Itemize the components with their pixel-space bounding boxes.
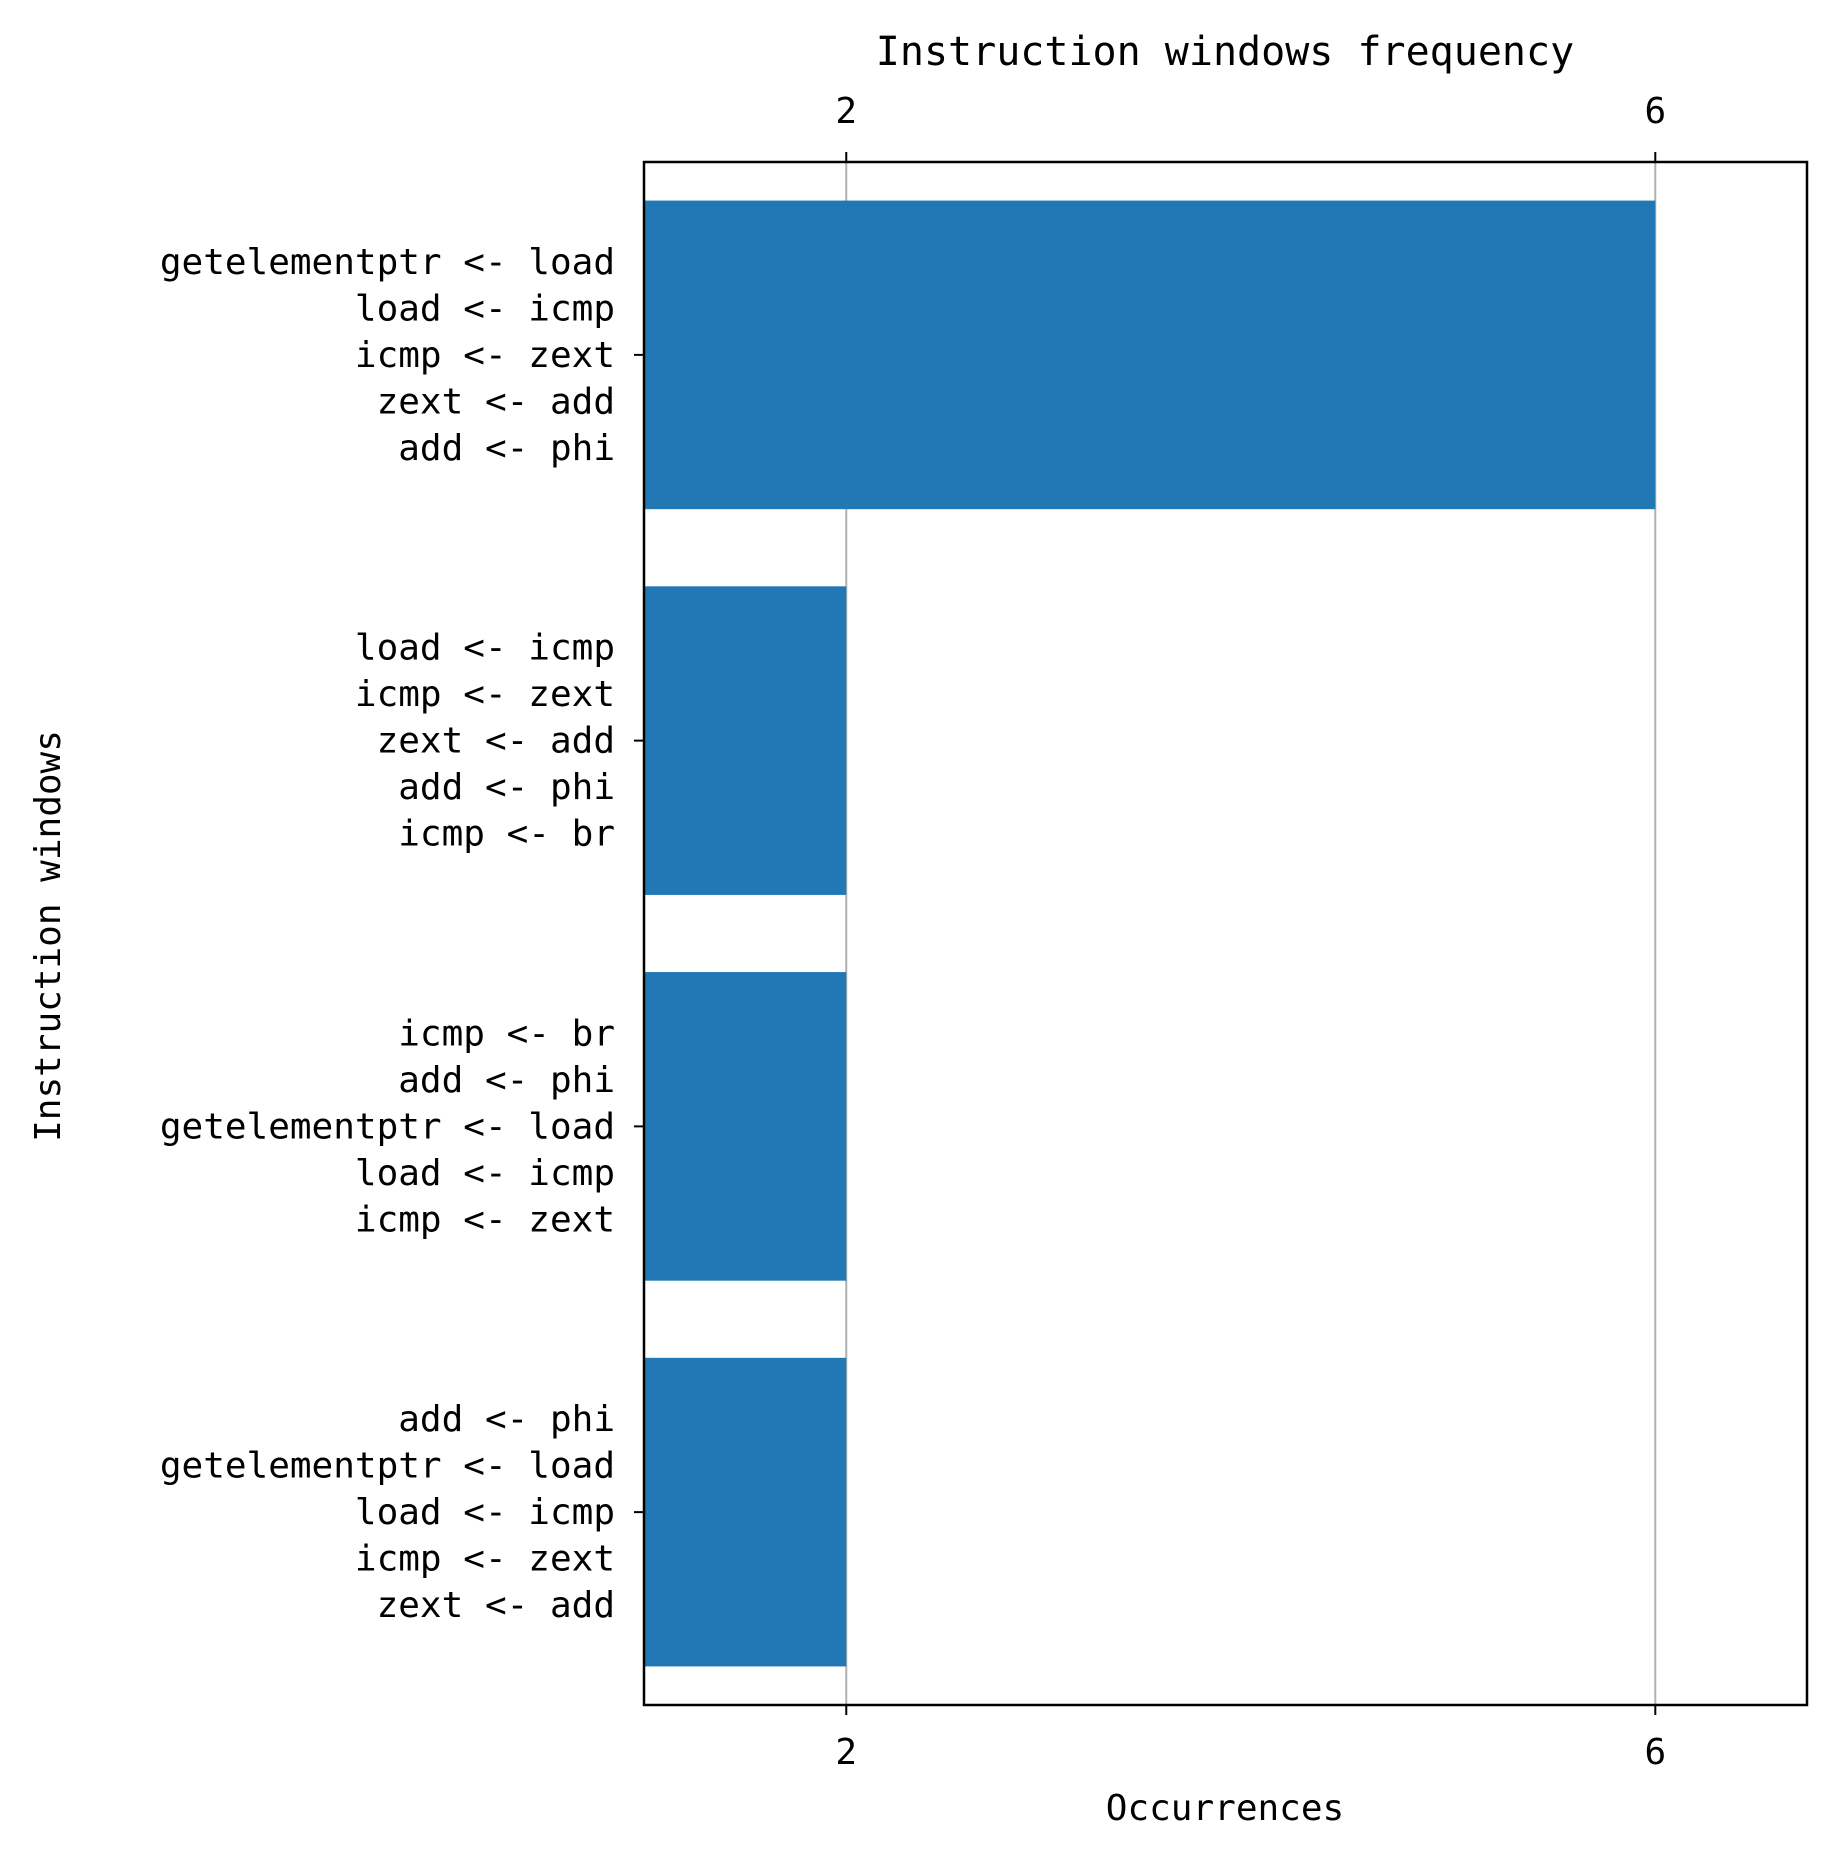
axis-ticks: 2 2 6 6 (634, 91, 1666, 1773)
bar (644, 200, 1656, 510)
x-tick-label-bottom: 2 (835, 1732, 857, 1773)
y-tick-labels: getelementptr <- load load <- icmp icmp <-… (160, 242, 615, 1626)
y-axis-label: Instruction windows (28, 730, 69, 1142)
plot-area-frame (642, 160, 1809, 1707)
bar (644, 586, 847, 895)
x-tick-label-top: 6 (1644, 91, 1666, 132)
y-tick-label: load <- icmp icmp <- zext zext <- add add <… (355, 628, 615, 855)
x-tick-label-top: 2 (835, 91, 857, 132)
chart-title: Instruction windows frequency (876, 29, 1574, 75)
y-tick-label: getelementptr <- load load <- icmp icmp <-… (160, 242, 615, 469)
bars (644, 200, 1656, 1667)
x-tick-label-bottom: 6 (1644, 1732, 1666, 1773)
y-tick-label: add <- phi getelementptr <- load load <- i… (160, 1399, 615, 1626)
bar (644, 1357, 847, 1667)
y-tick-label: icmp <- br add <- phi getelementptr <- loa… (160, 1013, 615, 1240)
x-axis-label: Occurrences (1106, 1788, 1344, 1829)
bar (644, 972, 847, 1281)
